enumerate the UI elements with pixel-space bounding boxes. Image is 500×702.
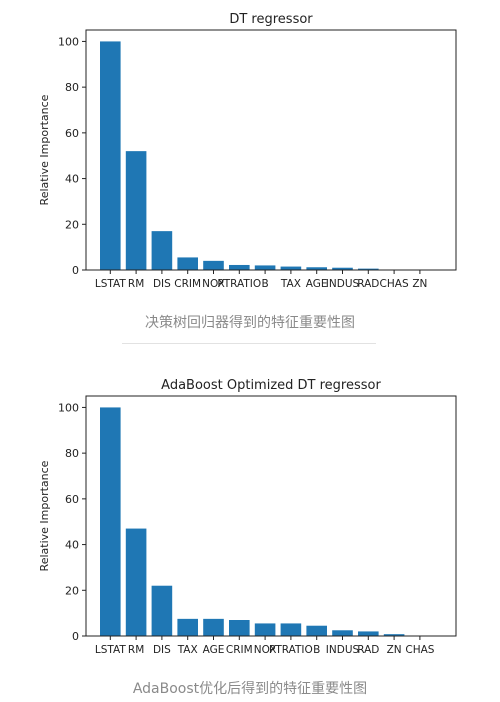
x-tick-label-crim: CRIM <box>226 644 253 656</box>
chart-title: AdaBoost Optimized DT regressor <box>161 378 381 393</box>
chart-2-svg: AdaBoost Optimized DT regressor Relative … <box>38 378 457 656</box>
x-tick-label-b: B <box>261 278 268 290</box>
chart-1: DT regressor Relative Importance 0 20 40 60 80… <box>0 0 500 300</box>
bar-rm <box>125 528 147 636</box>
x-tick-label-zn: ZN <box>412 278 427 290</box>
x-tick-label-lstat: LSTAT <box>95 644 126 656</box>
x-tick-label-age: AGE <box>203 644 225 656</box>
y-tick-label: 0 <box>72 630 79 643</box>
y-tick-label: 40 <box>65 173 79 186</box>
bar-ptratio <box>229 264 250 270</box>
x-tick-label-nox: NOX <box>254 644 277 656</box>
x-tick-label-rad: RAD <box>357 644 379 656</box>
chart-2-caption: AdaBoost优化后得到的特征重要性图 <box>132 681 368 697</box>
bar-rm <box>125 151 147 270</box>
x-tick-label-tax: TAX <box>280 278 301 290</box>
y-axis-label: Relative Importance <box>38 94 51 205</box>
bar-dis <box>151 585 173 636</box>
x-tick-label-dis: DIS <box>153 278 171 290</box>
bar-lstat <box>100 407 121 636</box>
y-tick-label: 20 <box>65 218 79 231</box>
y-tick-label: 100 <box>58 35 79 48</box>
y-tick-label: 80 <box>65 81 79 94</box>
y-tick-label: 60 <box>65 127 79 140</box>
y-tick-label: 60 <box>65 493 79 506</box>
plot-frame <box>85 395 457 637</box>
chart-1-svg: DT regressor Relative Importance 0 20 40 60 80… <box>38 12 457 290</box>
x-tick-label-rad: RAD <box>357 278 379 290</box>
x-tick-label-chas: CHAS <box>380 278 409 290</box>
x-tick-label-chas: CHAS <box>405 644 434 656</box>
x-tick-label-indus: INDUS <box>326 644 360 656</box>
bar-indus <box>332 267 353 270</box>
x-tick-label-age: AGE <box>306 278 328 290</box>
bar-rad <box>358 268 379 270</box>
bar-zn <box>383 634 405 636</box>
x-tick-label-nox: NOX <box>202 278 225 290</box>
bar-b <box>306 625 327 636</box>
bar-crim <box>229 620 250 636</box>
bar-indus <box>332 630 353 636</box>
x-tick-label-ptratio: PTRATIO <box>217 278 261 290</box>
bar-ptratio <box>280 623 302 636</box>
plot-frame <box>85 29 457 271</box>
y-tick-label: 0 <box>72 264 79 277</box>
bar-crim <box>177 257 198 270</box>
x-tick-label-ptratio: PTRATIO <box>269 644 313 656</box>
x-tick-label-indus: INDUS <box>326 278 360 290</box>
y-tick-label: 100 <box>58 401 79 414</box>
y-axis-label: Relative Importance <box>38 460 51 571</box>
x-tick-label-tax: TAX <box>177 644 198 656</box>
x-tick-label-rm: RM <box>128 278 144 290</box>
x-tick-label-crim: CRIM <box>174 278 201 290</box>
bar-lstat <box>100 41 121 270</box>
bar-tax <box>280 266 302 270</box>
divider <box>122 343 376 344</box>
x-tick-label-zn: ZN <box>387 644 402 656</box>
y-tick-label: 80 <box>65 447 79 460</box>
bar-age <box>306 267 327 270</box>
bar-nox <box>203 260 224 270</box>
y-tick-label: 40 <box>65 539 79 552</box>
bar-dis <box>151 231 173 270</box>
bar-tax <box>177 618 198 636</box>
x-tick-label-b: B <box>313 644 320 656</box>
bar-age <box>203 618 224 636</box>
bar-b <box>254 265 276 270</box>
y-tick-label: 20 <box>65 584 79 597</box>
bar-nox <box>254 623 276 636</box>
chart-1-caption: 决策树回归器得到的特征重要性图 <box>145 315 355 331</box>
chart-2: AdaBoost Optimized DT regressor Relative … <box>0 366 500 666</box>
x-tick-label-dis: DIS <box>153 644 171 656</box>
x-tick-label-lstat: LSTAT <box>95 278 126 290</box>
chart-title: DT regressor <box>229 12 313 27</box>
bar-rad <box>358 631 379 636</box>
x-tick-label-rm: RM <box>128 644 144 656</box>
